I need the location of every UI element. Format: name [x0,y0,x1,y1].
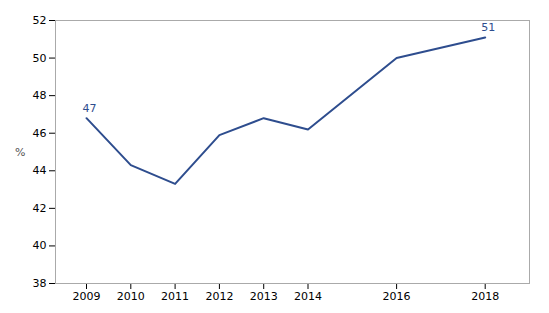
svg-text:44: 44 [33,164,47,177]
svg-text:2010: 2010 [117,290,145,303]
svg-text:52: 52 [33,14,47,27]
svg-text:2016: 2016 [383,290,411,303]
svg-text:2012: 2012 [205,290,233,303]
svg-text:%: % [15,146,25,159]
svg-text:2013: 2013 [250,290,278,303]
svg-text:2018: 2018 [471,290,499,303]
svg-text:50: 50 [33,52,47,65]
svg-text:47: 47 [83,102,97,115]
svg-text:51: 51 [481,21,495,34]
svg-text:38: 38 [33,277,47,290]
svg-text:2009: 2009 [73,290,101,303]
svg-text:40: 40 [33,239,47,252]
svg-text:2011: 2011 [161,290,189,303]
svg-text:42: 42 [33,202,47,215]
svg-text:48: 48 [33,89,47,102]
svg-text:46: 46 [33,127,47,140]
svg-text:2014: 2014 [294,290,322,303]
